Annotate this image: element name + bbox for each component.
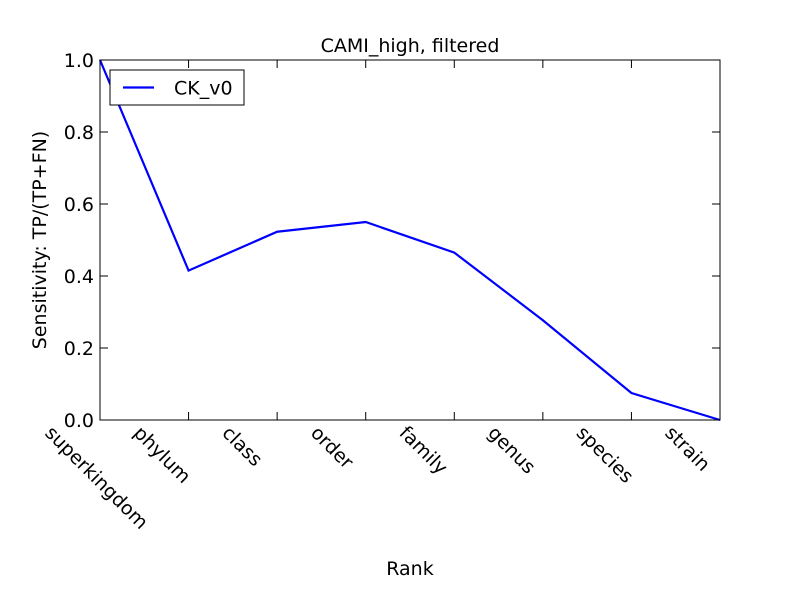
- series-line: [98, 59, 721, 422]
- legend-label: CK_v0: [174, 78, 233, 100]
- y-tick-label: 0.6: [64, 194, 94, 216]
- legend: CK_v0: [109, 69, 245, 106]
- chart-title: CAMI_high, filtered: [321, 35, 500, 57]
- y-tick-label: 0.0: [64, 410, 94, 432]
- y-axis-label: Sensitivity: TP/(TP+FN): [29, 131, 51, 349]
- y-tick-label: 0.2: [64, 338, 94, 360]
- x-axis-label: Rank: [386, 558, 433, 580]
- y-tick-label: 0.4: [64, 266, 94, 288]
- y-tick-label: 1.0: [64, 50, 94, 72]
- plot-frame: [99, 59, 721, 421]
- y-tick-label: 0.8: [64, 122, 94, 144]
